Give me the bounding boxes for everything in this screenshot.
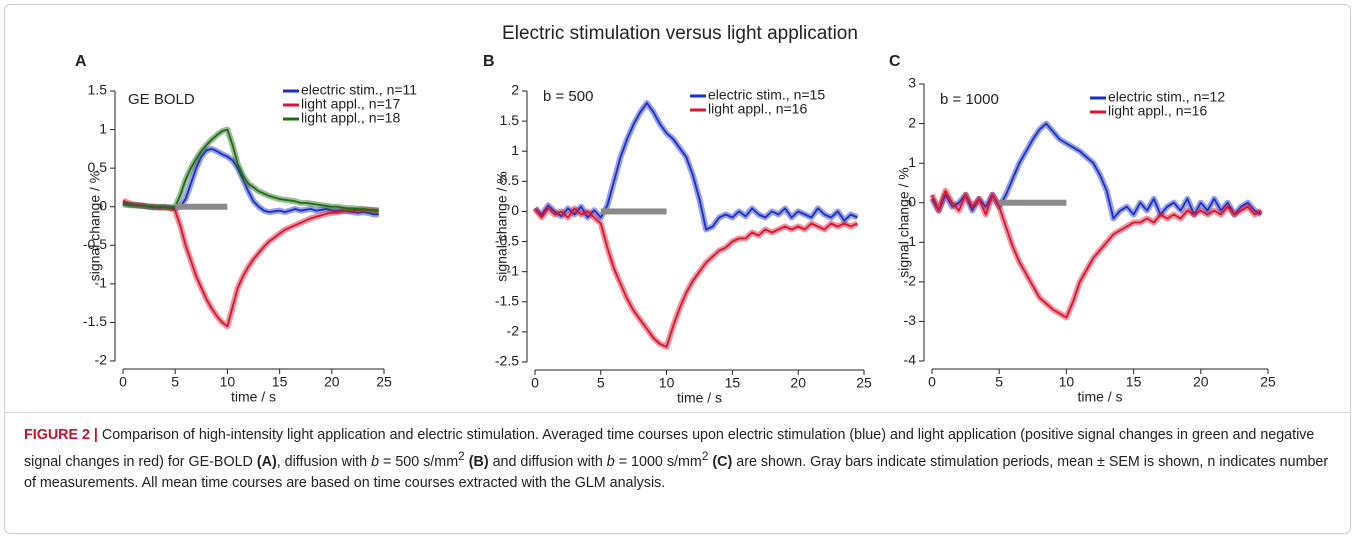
y-tick-label: -1.5 [83, 313, 107, 329]
x-axis-label: time / s [1077, 389, 1122, 405]
x-tick-label: 15 [725, 375, 741, 391]
x-tick-label: 25 [1260, 374, 1276, 390]
y-axis-label: signal change / % [896, 167, 912, 278]
panel-label: A [75, 53, 87, 70]
y-tick-label: 0 [908, 193, 916, 209]
figure-title: Electric stimulation versus light applic… [502, 23, 858, 44]
x-tick-label: 5 [597, 375, 605, 391]
caption-label: FIGURE 2 | [24, 427, 98, 443]
y-tick-label: 2 [908, 114, 916, 130]
x-tick-label: 25 [376, 374, 392, 390]
legend-label: electric stim., n=15 [708, 87, 825, 103]
x-axis-label: time / s [677, 390, 722, 406]
y-tick-label: -0.5 [495, 232, 519, 248]
x-tick-label: 5 [995, 374, 1003, 390]
caption-sup: 2 [458, 449, 465, 463]
panel-label: C [889, 53, 901, 70]
series-line [931, 189, 1262, 319]
y-tick-label: -2 [904, 273, 917, 289]
caption-text: and diffusion with [488, 453, 603, 470]
stimulation-bar [175, 203, 228, 210]
y-tick-label: -2 [95, 352, 108, 368]
stimulation-bar [600, 208, 667, 215]
y-tick-label: 1 [99, 120, 107, 136]
series-line [122, 128, 379, 212]
x-tick-label: 5 [171, 374, 179, 390]
x-tick-label: 20 [324, 374, 340, 390]
y-tick-label: 2 [511, 82, 519, 98]
x-tick-label: 10 [1059, 374, 1075, 390]
figure-frame [4, 4, 1351, 534]
figure: Electric stimulation versus light applic… [75, 23, 1276, 406]
caption-ref: (C) [712, 453, 733, 470]
caption-var: b [606, 453, 615, 470]
caption-text: , diffusion with [276, 453, 368, 470]
caption-text: are shown. Gray bars indicate stimulatio… [24, 453, 1329, 491]
legend-label: electric stim., n=11 [301, 82, 417, 98]
y-tick-label: -4 [904, 352, 917, 368]
x-tick-label: 15 [272, 374, 288, 390]
caption-text: Comparison of high-intensity light appli… [24, 427, 1315, 470]
x-tick-label: 10 [659, 375, 675, 391]
x-tick-label: 20 [790, 375, 806, 391]
annotation: b = 500 [543, 88, 593, 105]
series-line [931, 122, 1262, 220]
x-axis-label: time / s [231, 389, 276, 405]
y-tick-label: -2 [507, 323, 520, 339]
x-tick-label: 25 [856, 375, 872, 391]
separator [4, 412, 1351, 413]
y-tick-label: -2.5 [495, 353, 519, 369]
y-tick-label: -1.5 [495, 292, 519, 308]
y-tick-label: 0.5 [88, 159, 108, 175]
x-tick-label: 0 [531, 375, 539, 391]
x-tick-label: 10 [220, 374, 236, 390]
legend-label: light appl., n=16 [708, 101, 807, 117]
y-tick-label: 1.5 [88, 82, 108, 98]
caption-ref: (A) [256, 453, 277, 470]
y-tick-label: 0 [99, 197, 107, 213]
x-tick-label: 0 [119, 374, 127, 390]
legend-label: light appl., n=18 [301, 110, 400, 126]
annotation: GE BOLD [128, 91, 195, 108]
y-tick-label: 1 [908, 154, 916, 170]
y-tick-label: 0.5 [500, 172, 520, 188]
y-axis-label: signal change / % [87, 171, 103, 282]
y-tick-label: 3 [908, 75, 916, 91]
caption-sup: 2 [701, 449, 709, 463]
y-tick-label: 1 [511, 142, 519, 158]
y-tick-label: -1 [904, 233, 917, 249]
x-tick-label: 15 [1126, 374, 1142, 390]
series-line [122, 199, 379, 328]
stimulation-bar [999, 199, 1067, 206]
caption: FIGURE 2 | Comparison of high-intensity … [24, 425, 1339, 494]
legend-label: electric stim., n=12 [1108, 89, 1225, 105]
y-tick-label: -3 [904, 312, 917, 328]
x-tick-label: 0 [928, 374, 936, 390]
legend-label: light appl., n=16 [1108, 103, 1207, 119]
y-tick-label: -1 [507, 262, 520, 278]
y-axis-label: signal change / % [494, 171, 510, 282]
legend-label: light appl., n=17 [301, 96, 400, 112]
caption-text: = 500 s/mm [383, 453, 459, 470]
x-tick-label: 20 [1193, 374, 1209, 390]
panel-label: B [483, 53, 495, 70]
caption-ref: (B) [468, 453, 489, 470]
y-tick-label: -0.5 [83, 236, 107, 252]
y-tick-label: -1 [95, 275, 108, 291]
series-line [534, 207, 858, 348]
annotation: b = 1000 [940, 91, 999, 108]
caption-text: = 1000 s/mm [618, 453, 702, 470]
series-line [534, 102, 858, 231]
y-tick-label: 1.5 [500, 112, 520, 128]
y-tick-label: 0 [511, 202, 519, 218]
caption-var: b [371, 453, 380, 470]
